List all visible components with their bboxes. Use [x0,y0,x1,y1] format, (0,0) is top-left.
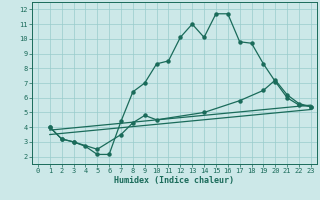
X-axis label: Humidex (Indice chaleur): Humidex (Indice chaleur) [115,176,234,185]
